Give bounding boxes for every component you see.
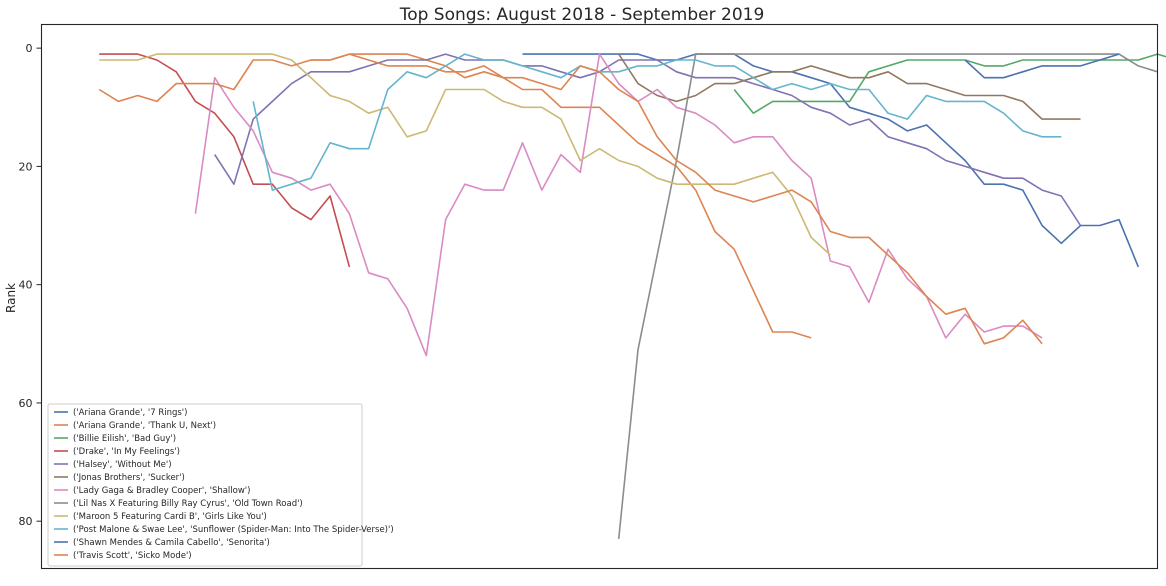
y-tick-label: 0: [26, 42, 33, 55]
y-axis-ticks: 0 20 40 60 80: [19, 42, 42, 528]
legend-label: ('Drake', 'In My Feelings'): [73, 447, 180, 457]
y-tick-label: 60: [19, 397, 33, 410]
series-line-5: [618, 53, 1081, 120]
series-line-9: [252, 53, 1062, 191]
legend-box: [47, 403, 363, 567]
plot-lines: [98, 53, 1166, 539]
y-axis-label: Rank: [4, 283, 18, 313]
plot-frame: [40, 23, 1159, 570]
y-tick-label: 20: [19, 160, 33, 173]
series-line-2: [733, 53, 1166, 114]
legend-label: ('Lil Nas X Featuring Billy Ray Cyrus', …: [73, 499, 303, 509]
legend: ('Ariana Grande', '7 Rings') ('Ariana Gra…: [47, 403, 394, 567]
series-line-4: [214, 53, 1082, 226]
legend-label: ('Shawn Mendes & Camila Cabello', 'Senor…: [73, 538, 270, 548]
chart-title: Top Songs: August 2018 - September 2019: [399, 5, 765, 25]
legend-label: ('Travis Scott', 'Sicko Mode'): [73, 551, 192, 561]
y-tick-label: 40: [19, 279, 33, 292]
series-line-10: [964, 53, 1120, 79]
series-line-3: [99, 53, 351, 268]
legend-label: ('Billie Eilish', 'Bad Guy'): [73, 434, 176, 444]
series-line-6: [194, 53, 1043, 357]
series-line-1: [310, 53, 812, 339]
legend-label: ('Lady Gaga & Bradley Cooper', 'Shallow'…: [73, 486, 250, 496]
series-line-11: [98, 53, 1043, 345]
series-line-7: [617, 53, 1158, 539]
legend-label: ('Ariana Grande', '7 Rings'): [73, 408, 187, 418]
y-tick-label: 80: [19, 515, 33, 528]
legend-label: ('Post Malone & Swae Lee', 'Sunflower (S…: [73, 525, 394, 535]
legend-label: ('Jonas Brothers', 'Sucker'): [73, 473, 185, 483]
legend-label: ('Ariana Grande', 'Thank U, Next'): [73, 421, 216, 431]
legend-label: ('Halsey', 'Without Me'): [73, 460, 172, 470]
legend-label: ('Maroon 5 Featuring Cardi B', 'Girls Li…: [73, 512, 267, 522]
